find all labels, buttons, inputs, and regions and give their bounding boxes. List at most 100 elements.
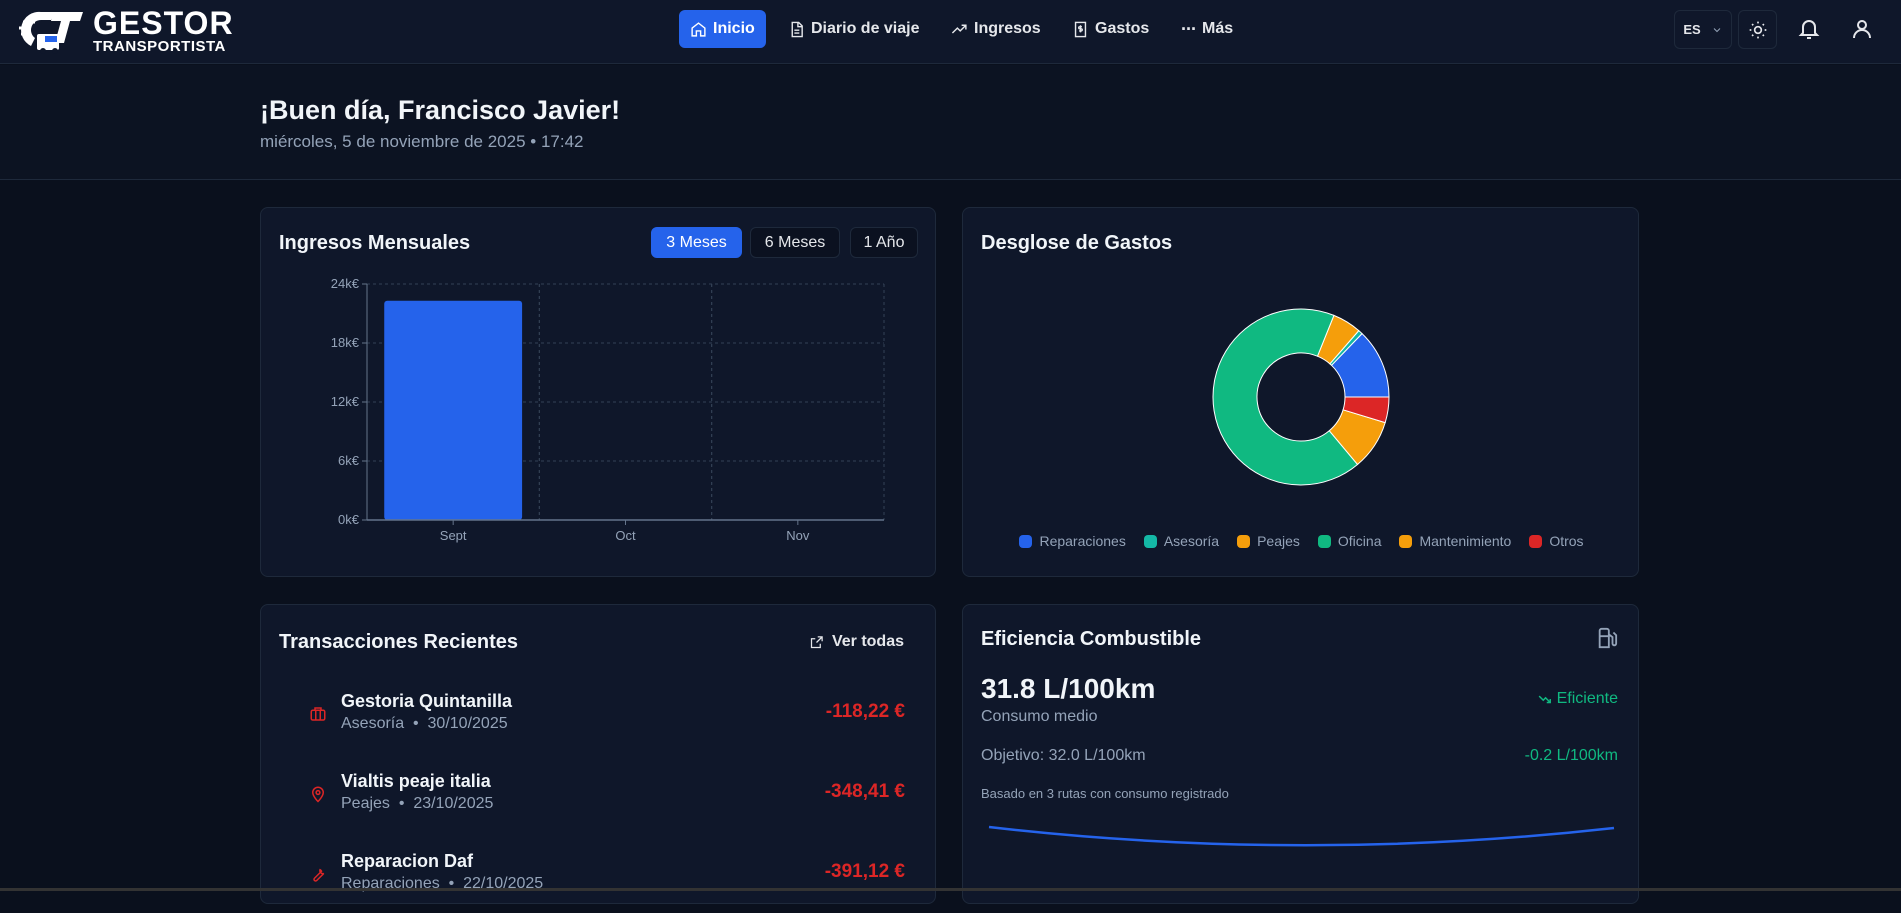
fuel-trend-line: [988, 825, 1615, 847]
nav-label: Ingresos: [974, 20, 1041, 37]
y-tick-label: 12k€: [331, 394, 360, 409]
transaction-row[interactable]: Gestoria Quintanilla Asesoría • 30/10/20…: [261, 683, 936, 753]
view-all-link[interactable]: Ver todas: [809, 633, 904, 651]
transaction-category: Peajes: [341, 795, 390, 812]
x-tick-label: Nov: [786, 528, 810, 543]
transaction-date: 23/10/2025: [413, 795, 494, 812]
user-icon: [1853, 20, 1871, 39]
nav-label: Inicio: [713, 20, 755, 37]
legend-label: Oficina: [1337, 533, 1382, 549]
external-link-icon: [810, 635, 823, 648]
nav-label: Gastos: [1095, 20, 1150, 37]
fuel-pump-icon: [1598, 627, 1618, 649]
expenses-legend: Reparaciones Asesoría Peajes Oficina Manteni…: [963, 533, 1640, 549]
greeting-date: miércoles, 5 de noviembre de 2025 • 17:4…: [260, 132, 584, 151]
transaction-row[interactable]: Vialtis peaje italia Peajes • 23/10/2025…: [261, 763, 936, 833]
expenses-title: Desglose de Gastos: [981, 232, 1173, 254]
legend-label: Reparaciones: [1039, 533, 1126, 549]
legend-item-otros[interactable]: Otros: [1529, 533, 1584, 549]
fuel-note: Basado en 3 rutas con consumo registrado: [981, 786, 1229, 801]
range-1-year-button[interactable]: 1 Año: [850, 227, 918, 258]
transaction-date: 30/10/2025: [427, 715, 508, 732]
logo[interactable]: GESTOR TRANSPORTISTA: [15, 6, 260, 56]
transaction-amount: -118,22 €: [825, 701, 905, 722]
transactions-card: Transacciones Recientes Ver todas Gestor…: [260, 604, 936, 904]
fuel-efficiency-card: Eficiencia Combustible 31.8 L/100km Cons…: [962, 604, 1639, 904]
income-card: Ingresos Mensuales 3 Meses 6 Meses 1 Año…: [260, 207, 936, 577]
nav-diario-de-viaje[interactable]: Diario de viaje: [777, 10, 931, 48]
fuel-average-value: 31.8 L/100km: [981, 673, 1156, 704]
nav-ingresos[interactable]: Ingresos: [940, 10, 1052, 48]
sun-icon: [1749, 21, 1766, 38]
income-bar-chart: 0k€ 6k€ 12k€ 18k€ 24k€ Sept Oct Nov: [331, 276, 885, 543]
legend-swatch: [1143, 534, 1157, 548]
briefcase-icon: [310, 707, 326, 721]
y-tick-label: 24k€: [331, 276, 360, 291]
legend-label: Otros: [1549, 533, 1584, 549]
expenses-card: Desglose de Gastos Reparaciones Asesoría P…: [962, 207, 1639, 577]
transaction-category: Reparaciones: [341, 875, 440, 892]
transaction-name: Vialtis peaje italia: [341, 771, 491, 791]
notifications-button[interactable]: [1797, 17, 1821, 41]
trending-down-icon: [1538, 695, 1551, 704]
range-6-months-button[interactable]: 6 Meses: [750, 227, 840, 258]
legend-swatch: [1529, 534, 1543, 548]
bar-sept[interactable]: [384, 300, 523, 520]
fuel-target: Objetivo: 32.0 L/100km: [981, 747, 1146, 764]
income-title: Ingresos Mensuales: [279, 232, 471, 254]
transaction-meta: Asesoría • 30/10/2025: [341, 715, 508, 732]
logo-title: GESTOR: [93, 4, 234, 41]
greeting-section: ¡Buen día, Francisco Javier! miércoles, …: [0, 65, 1901, 180]
legend-item-mantenimiento[interactable]: Mantenimiento: [1399, 533, 1511, 549]
transaction-category: Asesoría: [341, 715, 405, 732]
language-selector[interactable]: ES: [1674, 10, 1732, 49]
slice-oficina[interactable]: [1212, 308, 1359, 486]
nav-gastos[interactable]: Gastos: [1061, 10, 1160, 48]
transaction-meta: Peajes • 23/10/2025: [341, 795, 494, 812]
range-3-months-button[interactable]: 3 Meses: [651, 227, 742, 258]
transaction-date: 22/10/2025: [463, 875, 544, 892]
fuel-status: Eficiente: [1538, 690, 1618, 708]
more-icon: ···: [1181, 18, 1197, 39]
fuel-status-label: Eficiente: [1556, 690, 1618, 707]
y-tick-label: 18k€: [331, 335, 360, 350]
y-tick-label: 6k€: [338, 453, 360, 468]
y-tick-label: 0k€: [338, 512, 360, 527]
wrench-icon: [313, 868, 325, 882]
fuel-title: Eficiencia Combustible: [981, 628, 1202, 650]
trending-up-icon: [951, 24, 967, 34]
legend-label: Asesoría: [1163, 533, 1220, 549]
receipt-icon: [1074, 21, 1087, 37]
transaction-row[interactable]: Reparacion Daf Reparaciones • 22/10/2025…: [261, 843, 936, 913]
language-value: ES: [1683, 22, 1701, 37]
theme-toggle-button[interactable]: [1738, 10, 1777, 49]
legend-swatch: [1019, 534, 1033, 548]
legend-item-asesoría[interactable]: Asesoría: [1143, 533, 1220, 549]
user-menu-button[interactable]: [1850, 17, 1874, 41]
legend-item-reparaciones[interactable]: Reparaciones: [1019, 533, 1126, 549]
fuel-average-label: Consumo medio: [981, 708, 1098, 725]
x-tick-label: Sept: [440, 528, 467, 543]
transaction-name: Reparacion Daf: [341, 851, 474, 871]
transaction-meta: Reparaciones • 22/10/2025: [341, 875, 544, 892]
nav-mas[interactable]: ··· Más: [1170, 10, 1244, 48]
legend-swatch: [1237, 534, 1251, 548]
transactions-title: Transacciones Recientes: [279, 631, 519, 653]
home-icon: [691, 21, 706, 37]
nav-inicio[interactable]: Inicio: [679, 10, 766, 48]
legend-swatch: [1317, 534, 1331, 548]
expenses-donut-chart: [1212, 308, 1390, 486]
transaction-amount: -391,12 €: [824, 861, 905, 882]
legend-item-peajes[interactable]: Peajes: [1237, 533, 1300, 549]
nav-label: Más: [1201, 20, 1234, 37]
legend-item-oficina[interactable]: Oficina: [1317, 533, 1382, 549]
x-tick-label: Oct: [615, 528, 636, 543]
map-pin-icon: [311, 786, 325, 803]
legend-label: Peajes: [1257, 533, 1300, 549]
bell-icon: [1798, 20, 1820, 39]
legend-swatch: [1399, 534, 1413, 548]
truck-logo-icon: [19, 11, 83, 54]
greeting-title: ¡Buen día, Francisco Javier!: [260, 95, 621, 125]
slice-otros[interactable]: [1342, 396, 1390, 424]
logo-subtitle: TRANSPORTISTA: [93, 37, 226, 55]
